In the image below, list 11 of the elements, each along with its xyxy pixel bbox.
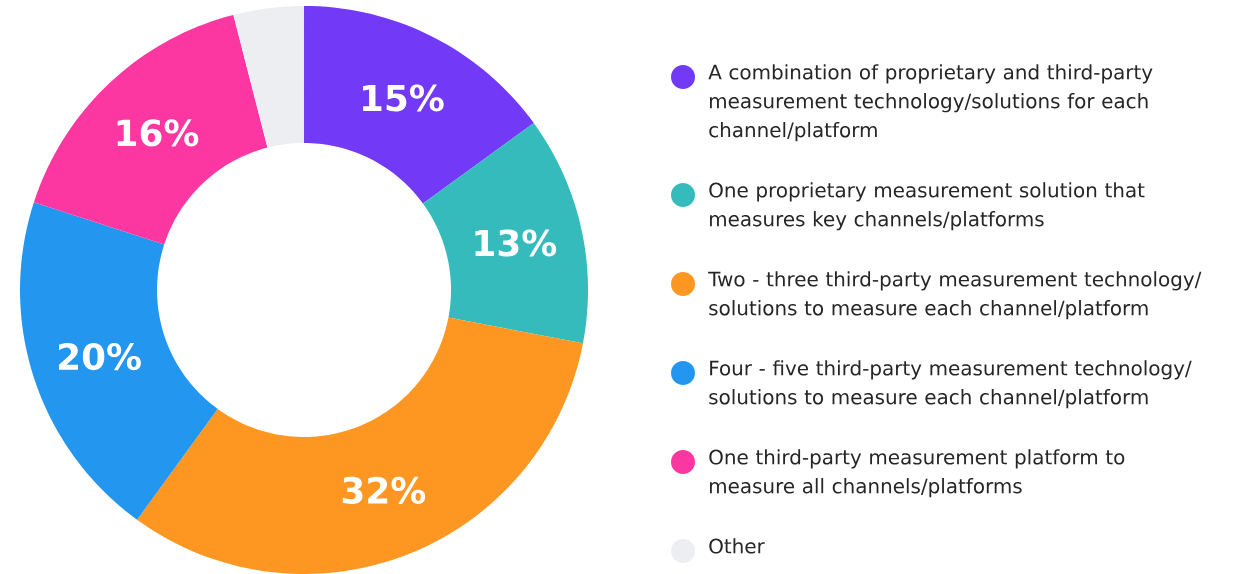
data-label: 16% — [117, 119, 199, 147]
data-label: 15% — [362, 84, 444, 112]
legend-label: One third-party measurement platform to measure all channels/platforms — [709, 449, 1125, 498]
legend-label: Four - five third-party measurement technology/ solutions to measure each channel/platform — [709, 360, 1192, 409]
legend-label: A combination of proprietary and third-party measurement technology/solutions for each channel/platform — [708, 64, 1153, 142]
legend-label: One proprietary measurement solution that measures key channels/platforms — [709, 182, 1145, 231]
data-label: 32% — [342, 476, 426, 504]
legend-label: Two - three third-party measurement technology/ solutions to measure each channel/platform — [708, 271, 1202, 320]
data-label: 20% — [58, 343, 141, 371]
data-label: 13% — [475, 229, 557, 257]
legend-label: Other — [709, 538, 765, 554]
